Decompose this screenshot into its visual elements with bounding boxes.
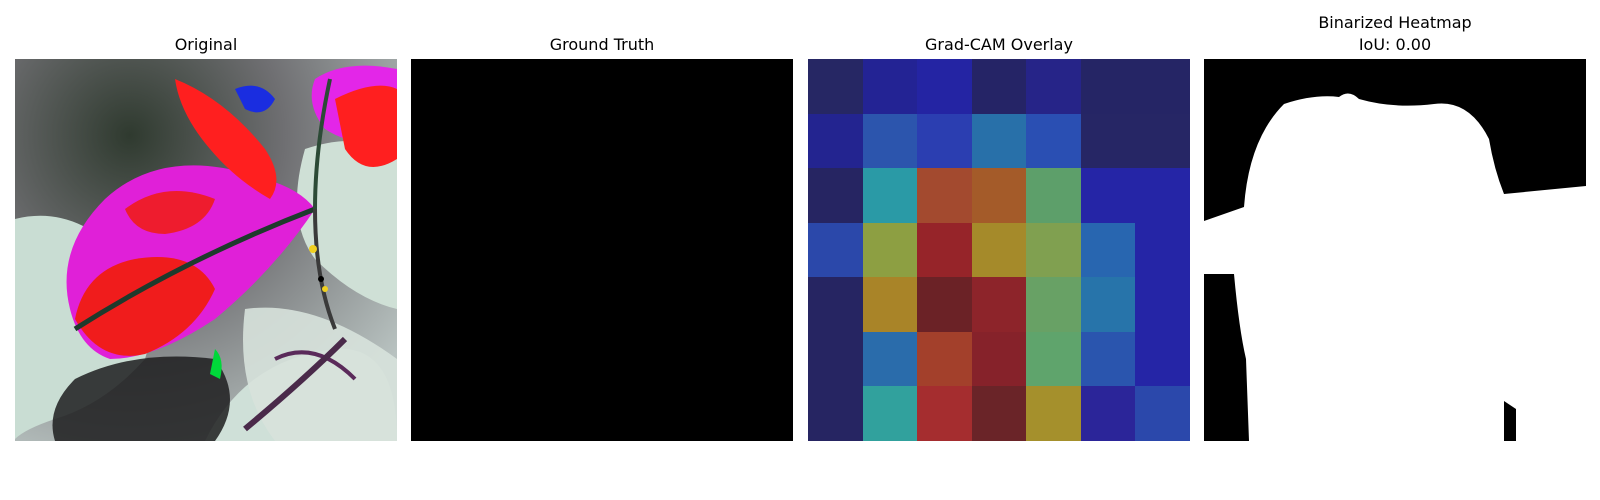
gradcam-cell (1080, 59, 1136, 114)
gradcam-cell (1026, 386, 1081, 441)
gradcam-cell (1135, 331, 1190, 387)
gradcam-cell (1080, 168, 1136, 223)
gradcam-cell (971, 277, 1027, 332)
gradcam-image (808, 59, 1190, 441)
gradcam-cell (1135, 386, 1190, 441)
gradcam-cell (917, 168, 972, 223)
gradcam-cell (862, 59, 918, 114)
gradcam-cell (971, 386, 1027, 441)
gradcam-cell (862, 222, 918, 278)
gradcam-cell (808, 277, 863, 332)
gradcam-cell (1026, 277, 1081, 332)
original-image (15, 59, 397, 441)
gradcam-cell (862, 277, 918, 332)
gradcam-cell (917, 59, 972, 114)
gradcam-cell (862, 168, 918, 223)
gradcam-cell (917, 113, 972, 169)
binarized-title: Binarized Heatmap (1318, 13, 1472, 32)
gradcam-cell (808, 113, 863, 169)
gradcam-grid (808, 59, 1190, 441)
gradcam-cell (1026, 59, 1081, 114)
gradcam-cell (971, 222, 1027, 278)
gradcam-cell (808, 59, 863, 114)
gradcam-cell (1026, 113, 1081, 169)
gradcam-cell (808, 331, 863, 387)
gradcam-cell (808, 386, 863, 441)
gradcam-cell (1135, 113, 1190, 169)
binarized-panel: Binarized Heatmap IoU: 0.00 (1204, 0, 1586, 500)
gradcam-title: Grad-CAM Overlay (925, 35, 1073, 54)
gradcam-cell (971, 331, 1027, 387)
gradcam-cell (1080, 113, 1136, 169)
ground-truth-title: Ground Truth (549, 35, 655, 54)
gradcam-cell (862, 331, 918, 387)
gradcam-cell (1135, 222, 1190, 278)
gradcam-cell (1135, 59, 1190, 114)
gradcam-cell (1080, 386, 1136, 441)
gradcam-cell (1080, 222, 1136, 278)
ground-truth-panel: Ground Truth (411, 0, 793, 500)
ground-truth-mask (411, 59, 793, 441)
gradcam-cell (1080, 277, 1136, 332)
gradcam-cell (1135, 168, 1190, 223)
original-title: Original (174, 35, 238, 54)
gradcam-cell (971, 59, 1027, 114)
gradcam-panel: Grad-CAM Overlay (808, 0, 1190, 500)
gradcam-cell (808, 222, 863, 278)
gradcam-cell (917, 331, 972, 387)
gradcam-cell (808, 168, 863, 223)
gradcam-cell (917, 386, 972, 441)
gradcam-cell (917, 277, 972, 332)
gradcam-cell (1135, 277, 1190, 332)
original-panel: Original (15, 0, 397, 500)
binarized-heatmap-image (1204, 59, 1586, 441)
gradcam-cell (971, 168, 1027, 223)
gradcam-cell (1080, 331, 1136, 387)
gradcam-cell (862, 113, 918, 169)
iou-label: IoU: 0.00 (1358, 35, 1432, 54)
gradcam-cell (1026, 222, 1081, 278)
gradcam-cell (1026, 331, 1081, 387)
gradcam-cell (971, 113, 1027, 169)
gradcam-cell (1026, 168, 1081, 223)
gradcam-cell (862, 386, 918, 441)
gradcam-cell (917, 222, 972, 278)
